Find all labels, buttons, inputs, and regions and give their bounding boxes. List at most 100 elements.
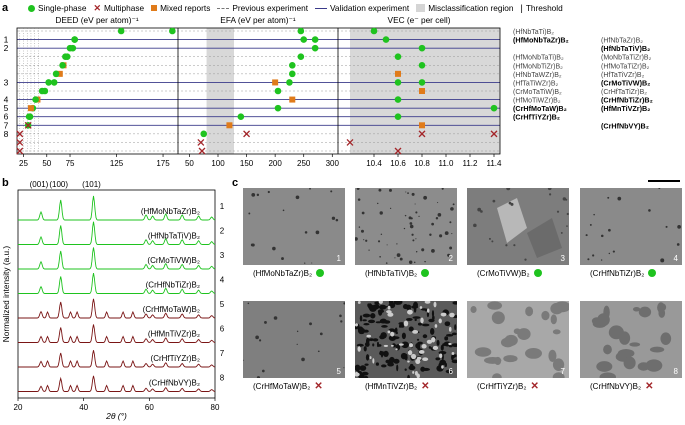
pore (437, 213, 442, 217)
single-phase-point (394, 113, 402, 121)
pore (408, 260, 413, 264)
single-phase-point (418, 79, 426, 86)
light-grain (387, 330, 391, 334)
dark-grain (356, 343, 364, 347)
pore (361, 211, 365, 215)
dark-grain (444, 336, 449, 341)
pore (411, 233, 414, 236)
panel-label-c: c (232, 177, 239, 189)
facet (527, 218, 562, 258)
composition-label: (CrMoTaTiW)B₂ (513, 89, 562, 96)
row-marker: 6 (4, 112, 9, 122)
xrd-pattern (18, 375, 216, 392)
dark-grain (363, 375, 369, 378)
pore (492, 199, 496, 203)
phase-domain (503, 355, 518, 363)
light-grain (407, 360, 410, 363)
micrograph-caption: (CrHfMoTaW)B₂ ✕ (253, 380, 323, 392)
phase-domain (619, 331, 631, 345)
dark-grain (401, 341, 409, 349)
micrograph-caption: (CrHfNbVY)B₂ ✕ (590, 380, 654, 392)
phase-domain (596, 361, 613, 372)
cross-stroke (243, 130, 251, 138)
pore (399, 257, 403, 261)
phase-domain (649, 346, 665, 353)
dark-grain (454, 354, 457, 358)
pore (407, 192, 409, 194)
micrograph-caption-text: (CrMoTiVW)B₂ (477, 268, 530, 278)
composition-label: (HfNbTaZr)B₂ (601, 38, 643, 45)
light-grain (434, 324, 438, 328)
dark-grain (361, 371, 369, 376)
light-grain (433, 301, 437, 308)
pore (414, 203, 416, 205)
single-phase-point (288, 70, 296, 78)
xrd-pattern (18, 221, 216, 245)
single-phase-point (418, 44, 426, 52)
pore (340, 320, 343, 323)
dark-grain (451, 343, 457, 348)
cross-stroke (24, 121, 32, 129)
pore (513, 244, 516, 247)
light-grain (407, 309, 413, 315)
pore (394, 257, 396, 259)
light-grain (451, 351, 455, 355)
dark-grain (362, 319, 367, 322)
light-grain (398, 343, 404, 346)
peak-label: (101) (82, 180, 101, 189)
dark-grain (357, 327, 366, 335)
pore (431, 222, 434, 226)
pore (403, 227, 406, 230)
single-phase-point (394, 53, 402, 61)
phase-domain (550, 302, 564, 315)
pore (255, 335, 259, 340)
micrograph-caption-text: (CrHfNbTiZr)B₂ (590, 268, 645, 278)
single-phase-point (286, 79, 293, 86)
pore (311, 262, 313, 264)
composition-label: (MoNbTaTiZr)B₂ (601, 55, 652, 62)
pore (547, 188, 552, 191)
light-grain (383, 344, 389, 347)
pore (473, 223, 477, 228)
pore (660, 258, 665, 263)
phase-domain (550, 314, 557, 325)
single-phase-point (382, 36, 390, 43)
xrd-pattern-label: (CrHfTiYZr)B₂ (151, 354, 200, 363)
dark-grain (362, 313, 371, 318)
single-phase-point (311, 44, 319, 52)
mixed-report-point (56, 70, 63, 77)
pore (330, 190, 333, 193)
pore (355, 237, 358, 241)
pore (435, 217, 439, 220)
phase-domain (552, 372, 565, 378)
pore (309, 322, 312, 326)
phase-domain (638, 306, 652, 318)
scale-bar (648, 180, 680, 182)
pore (676, 243, 680, 246)
micrograph-number: 5 (336, 367, 341, 376)
dark-grain (364, 363, 369, 366)
pore (524, 258, 527, 261)
pore (343, 367, 345, 369)
pore (376, 202, 379, 205)
phase-domain (548, 349, 557, 362)
pore (556, 210, 560, 213)
dark-grain (385, 359, 391, 364)
xrd-frame (17, 189, 216, 399)
light-grain (391, 344, 394, 347)
micrograph: 2 (355, 188, 457, 265)
single-phase-point (288, 61, 296, 69)
pore (358, 226, 361, 228)
dark-grain (443, 341, 452, 347)
pore (589, 223, 592, 226)
pore (339, 314, 342, 318)
single-phase-point (50, 79, 58, 86)
pore (452, 203, 455, 206)
pore (617, 196, 622, 201)
micrograph-caption: (HfNbTaTiV)B₂ (365, 267, 430, 279)
legend-previous-label: Previous experiment (232, 3, 309, 13)
cross-stroke (197, 138, 205, 146)
pore (506, 188, 511, 191)
legend-previous: Previous experiment (217, 3, 308, 13)
micrograph-caption-text: (HfMnTiVZr)B₂ (365, 381, 418, 391)
